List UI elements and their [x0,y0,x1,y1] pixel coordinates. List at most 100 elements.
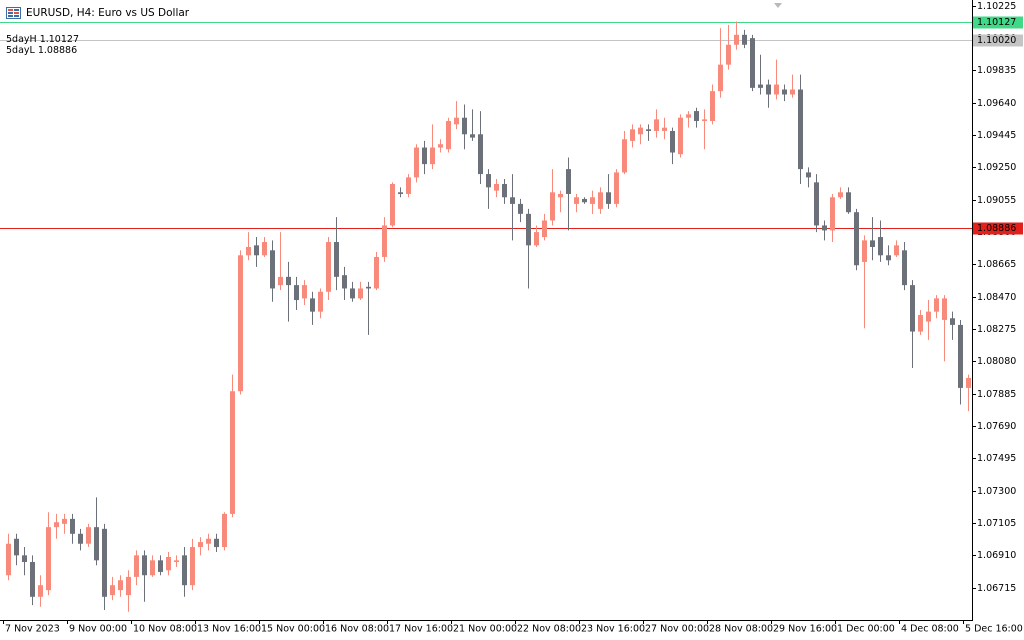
candle-body [406,177,411,194]
candle-body [214,538,219,548]
candle-body [942,298,947,320]
candle-body [118,580,123,591]
icon-bar [8,12,13,14]
candle-body [646,129,651,131]
y-tick-label: 1.09445 [977,130,1016,141]
candle-body [678,117,683,155]
candle-body [462,117,467,135]
candle-body [694,111,699,122]
y-tick-label: 1.07300 [977,486,1016,497]
candle-body [182,555,187,586]
candle-body [950,318,955,325]
icon-bar [14,12,19,14]
candle-body [126,576,131,596]
x-tick-label: 15 Nov 00:00 [261,624,325,635]
candle-body [510,197,515,204]
level-value: 1.08886 [38,45,77,56]
candle-body [502,184,507,198]
candle-body [30,561,35,597]
x-tick-label: 27 Nov 00:00 [645,624,709,635]
candle-body [446,121,451,150]
candle-body [158,560,163,572]
y-tick-label: 1.09055 [977,195,1016,206]
level-label: 1.08886 [977,223,1016,234]
candle-body [790,89,795,95]
candle-body [798,89,803,170]
candle-body [870,240,875,248]
candle-body [742,34,747,45]
candle-body [262,242,267,256]
x-tick-label: 28 Nov 08:00 [709,624,773,635]
candle-body [206,538,211,544]
candle-body [54,522,59,528]
candle-body [718,64,723,92]
candle-body [278,276,283,286]
x-tick-label: 17 Nov 16:00 [389,624,453,635]
candle-body [470,134,475,138]
candle-body [534,232,539,246]
candle-body [958,324,963,388]
icon-bar [8,9,13,11]
candle-body [350,288,355,299]
candle-body [526,213,531,246]
icon-bar [14,15,19,17]
icon-bar [14,9,19,11]
candle-body [246,247,251,256]
level-box [973,222,1023,235]
candle-body [94,527,99,561]
candle-body [686,114,691,118]
candle-body [486,174,491,188]
candle-body [846,192,851,213]
candle-body [702,119,707,122]
candle-body [174,560,179,562]
candle-body [318,291,323,312]
candle-body [366,286,371,289]
candle-body [222,513,227,548]
icon-bar [8,15,13,17]
candle-body [358,288,363,299]
candle-body [614,172,619,204]
candle-body [750,38,755,88]
candle-body [454,117,459,125]
candle-body [398,192,403,194]
y-tick-label: 1.10225 [977,1,1016,12]
x-tick-label: 13 Nov 16:00 [197,624,261,635]
x-tick-label: 9 Nov 00:00 [69,624,127,635]
candle-body [286,276,291,286]
candle-body [782,89,787,95]
candle-body [550,192,555,221]
candle-body [574,197,579,204]
plot-area [0,21,972,612]
candle-body [758,84,763,88]
level-name: 5dayH [6,34,37,45]
candle-body [70,518,75,534]
candle-body [254,245,259,256]
candle-body [582,198,587,203]
candle-body [518,203,523,214]
candle-body [862,240,867,262]
candle-body [342,275,347,289]
candle-body [14,538,19,556]
candle-body [198,542,203,548]
candle-body [806,172,811,178]
candle-body [438,144,443,148]
candle-body [230,391,235,514]
candle-body [374,256,379,289]
candle-body [190,547,195,586]
y-tick-label: 1.07690 [977,421,1016,432]
x-tick-label: 29 Nov 16:00 [773,624,837,635]
candle-body [86,527,91,544]
candle-body [734,34,739,45]
y-tick-label: 1.06715 [977,583,1016,594]
candle-body [606,192,611,204]
candle-body [710,91,715,122]
candle-body [886,255,891,261]
candle-body [542,220,547,238]
candle-body [62,518,67,524]
y-tick-label: 1.07885 [977,389,1016,400]
chart-title: EURUSD, H4: Euro vs US Dollar [26,7,190,19]
candle-body [558,193,563,198]
candle-body [878,237,883,256]
